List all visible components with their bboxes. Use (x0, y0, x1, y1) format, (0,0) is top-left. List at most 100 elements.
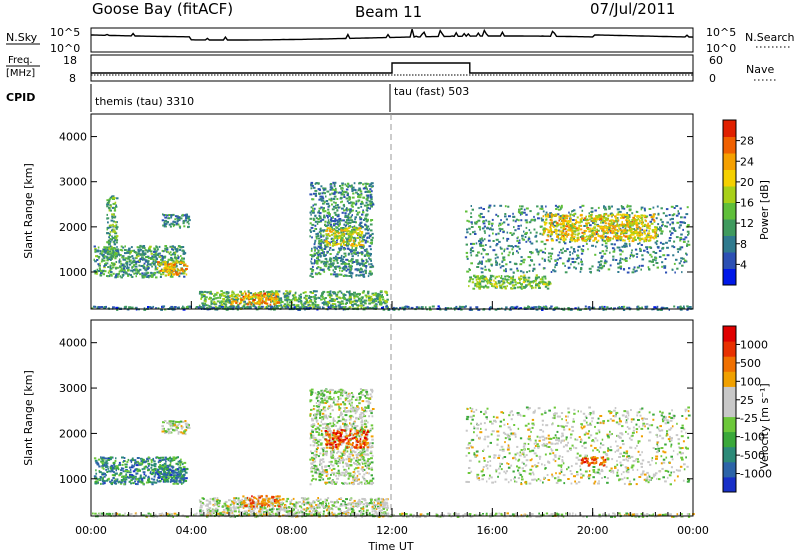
echo-cell-8 (558, 205, 561, 208)
echo-cell-8 (611, 247, 615, 250)
echo-cell-2 (111, 215, 114, 218)
echo-cell-6 (319, 266, 322, 269)
echo-cell-8 (466, 231, 469, 234)
echo-cell-10 (478, 281, 482, 284)
echo-cell-8 (500, 247, 503, 250)
echo-cell-11 (342, 308, 345, 311)
echo-cell-10 (484, 284, 487, 287)
echo-cell-11 (286, 306, 289, 309)
echo-cell-7 (358, 227, 362, 230)
echo-cell-10 (499, 284, 502, 287)
echo-cell-0 (132, 474, 135, 477)
echo-cell-8 (537, 253, 540, 256)
echo-cell-6 (329, 193, 332, 196)
echo-cell-9 (644, 215, 646, 218)
echo-cell-4 (220, 300, 223, 303)
echo-cell-6 (342, 260, 345, 263)
echo-cell-9 (647, 232, 651, 235)
echo-cell-11 (574, 307, 577, 310)
echo-cell-10 (481, 285, 484, 288)
echo-cell-8 (617, 266, 620, 269)
echo-cell-8 (503, 250, 505, 253)
echo-cell-7 (329, 243, 332, 246)
echo-cell-11 (444, 308, 448, 311)
echo-cell-6 (328, 204, 331, 207)
echo-cell-11 (538, 306, 541, 309)
echo-cell-6 (322, 210, 326, 213)
echo-cell-6 (364, 272, 367, 275)
echo-cell-8 (600, 267, 603, 270)
echo-cell-3 (166, 214, 169, 217)
echo-cell-6 (358, 187, 361, 190)
echo-cell-2 (112, 228, 115, 231)
echo-cell-8 (585, 242, 588, 245)
echo-cell-9 (562, 214, 565, 217)
echo-cell-10 (514, 286, 517, 289)
echo-cell-8 (596, 269, 600, 272)
echo-cell-8 (677, 250, 679, 253)
echo-cell-4 (286, 303, 290, 306)
echo-cell-3 (187, 226, 189, 229)
echo-cell-3 (164, 216, 168, 219)
echo-cell-2 (109, 209, 112, 212)
echo-cell-6 (351, 247, 353, 249)
echo-cell-11 (458, 307, 461, 310)
colorbar-tick-label: 8 (740, 238, 747, 251)
echo-cell-9 (626, 223, 629, 226)
echo-cell-4 (222, 294, 225, 297)
echo-cell-8 (612, 250, 616, 253)
echo-cell-0 (180, 255, 182, 257)
echo-cell-5 (251, 295, 255, 298)
echo-cell-6 (369, 202, 372, 205)
echo-cell-7 (346, 230, 349, 233)
echo-cell-8 (634, 270, 637, 273)
echo-cell-6 (353, 188, 356, 191)
echo-cell-0 (156, 249, 158, 252)
echo-cell-0 (136, 268, 139, 271)
echo-cell-0 (152, 260, 155, 263)
echo-cell-4 (311, 302, 315, 305)
echo-cell-0 (96, 270, 99, 273)
echo-cell-11 (437, 305, 440, 308)
echo-cell-8 (679, 207, 682, 210)
echo-cell-4 (219, 294, 222, 297)
echo-cell-10 (503, 281, 506, 284)
echo-cell-9 (616, 224, 620, 227)
echo-cell-6 (348, 198, 351, 201)
echo-cell-0 (139, 253, 142, 256)
echo-cell-11 (173, 306, 175, 309)
echo-cell-8 (531, 251, 534, 254)
echo-cell-6 (309, 222, 312, 225)
echo-cell-4 (343, 294, 347, 297)
echo-cell-8 (466, 270, 470, 273)
echo-cell-10 (487, 279, 489, 282)
echo-cell-6 (335, 273, 339, 276)
echo-cell-6 (332, 220, 336, 222)
echo-cell-6 (348, 216, 352, 219)
echo-cell-8 (481, 263, 483, 265)
echo-cell-4 (359, 302, 363, 305)
echo-cell-11 (403, 306, 407, 309)
echo-cell-4 (286, 291, 289, 294)
echo-cell-4 (364, 294, 368, 297)
echo-cell-4 (384, 302, 387, 305)
echo-cell-6 (366, 250, 369, 253)
echo-cell-6 (324, 220, 327, 223)
echo-cell-6 (366, 260, 368, 263)
echo-cell-6 (316, 262, 319, 265)
echo-cell-6 (329, 257, 333, 260)
echo-cell-6 (322, 251, 325, 254)
echo-cell-8 (612, 255, 615, 258)
echo-cell-7 (328, 230, 332, 233)
echo-cell-9 (570, 236, 573, 239)
echo-cell-9 (645, 235, 649, 238)
echo-cell-6 (355, 191, 358, 194)
echo-cell-8 (657, 246, 660, 249)
echo-cell-2 (109, 197, 112, 200)
echo-cell-9 (591, 231, 594, 234)
echo-cell-8 (596, 223, 599, 226)
echo-cell-8 (498, 222, 501, 225)
echo-cell-9 (556, 229, 559, 232)
echo-cell-11 (661, 306, 664, 309)
echo-cell-4 (264, 306, 268, 309)
